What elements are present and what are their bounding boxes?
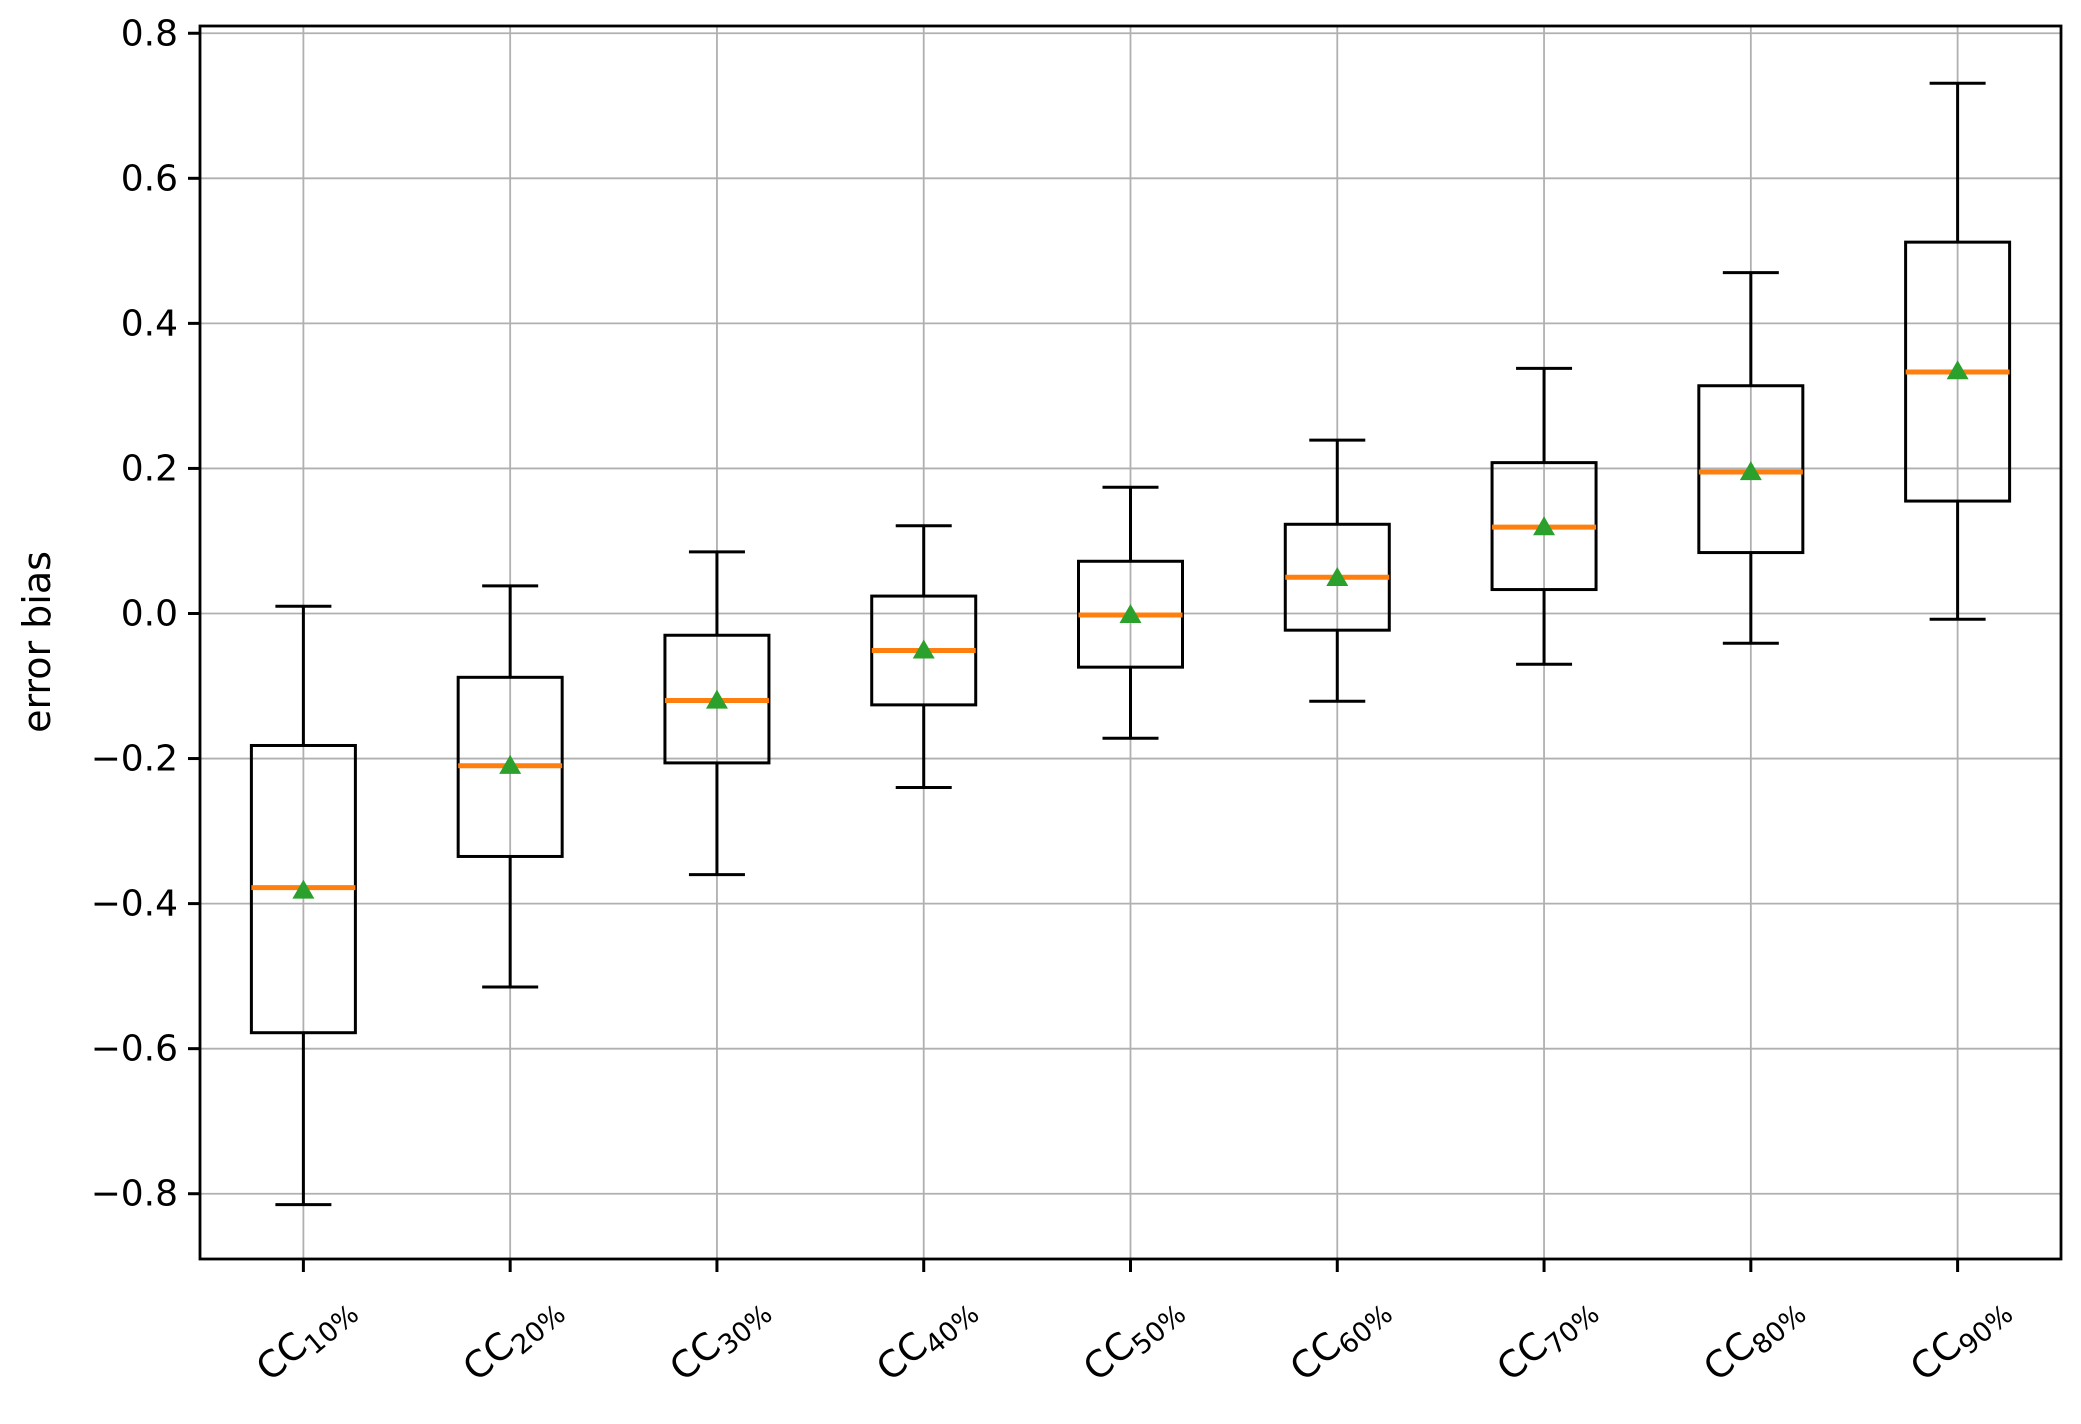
x-tick-label: CC60% (1282, 1285, 1399, 1394)
mean-marker (292, 879, 315, 899)
x-tick-label: CC40% (868, 1285, 985, 1394)
mean-marker (1533, 516, 1556, 536)
mean-marker (1946, 360, 1969, 380)
x-tick-label: CC50% (1075, 1285, 1192, 1394)
y-tick-label: −0.8 (91, 1174, 178, 1215)
x-tick-label: CC10% (248, 1285, 365, 1394)
y-tick-label: 0.2 (121, 448, 178, 489)
iqr-box (1697, 384, 1805, 555)
mean-marker (1119, 603, 1142, 623)
y-tick-label: −0.2 (91, 739, 178, 780)
box-group-cc-70pct (1490, 366, 1598, 666)
boxes-layer (249, 81, 2012, 1207)
y-tick-label: 0.0 (121, 593, 178, 634)
mean-marker (1739, 461, 1762, 481)
mean-marker (912, 639, 935, 659)
box-group-cc-10pct (249, 604, 357, 1207)
y-tick-label: 0.6 (121, 158, 178, 199)
y-tick-label: −0.6 (91, 1029, 178, 1070)
box-group-cc-50pct (1077, 485, 1184, 740)
mean-marker (499, 754, 522, 774)
ticks-layer: 0.8 0.6 0.4 0.2 0.0 −0.2 −0.4 −0.6 −0.8 CC10% CC20… (91, 13, 2020, 1394)
box-group-cc-80pct (1697, 271, 1805, 645)
mean-marker (1326, 566, 1349, 586)
x-tick-label: CC90% (1902, 1285, 2019, 1394)
y-axis-title: error bias (15, 551, 59, 733)
x-tick-label: CC80% (1695, 1285, 1812, 1394)
box-group-cc-20pct (456, 584, 564, 989)
box-group-cc-60pct (1283, 438, 1391, 703)
box-group-cc-30pct (663, 550, 771, 877)
y-tick-label: 0.4 (121, 303, 178, 344)
y-tick-label: 0.8 (121, 13, 178, 54)
y-tick-label: −0.4 (91, 884, 178, 925)
x-tick-label: CC20% (455, 1285, 572, 1394)
box-group-cc-40pct (870, 524, 978, 790)
x-tick-label: CC30% (662, 1285, 779, 1394)
mean-marker (705, 689, 728, 709)
box-group-cc-90pct (1904, 81, 2012, 621)
x-tick-label: CC70% (1489, 1285, 1606, 1394)
